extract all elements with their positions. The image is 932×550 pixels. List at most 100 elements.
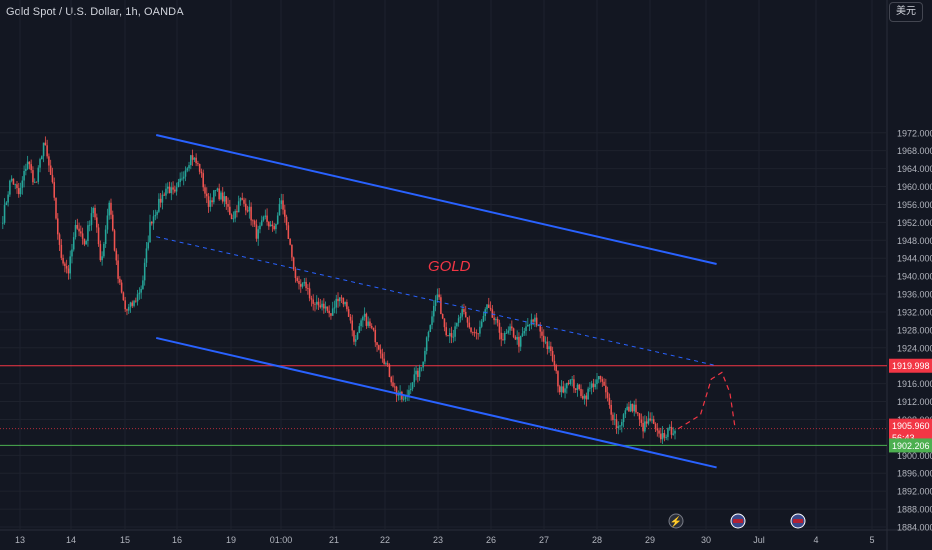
candle-body (468, 322, 471, 328)
candle-body (573, 379, 575, 389)
candle-body (622, 414, 625, 423)
x-tick-label: 01:00 (270, 535, 293, 545)
candle-body (65, 265, 68, 269)
candle-body (126, 309, 128, 311)
candle-body (135, 300, 137, 302)
candle-body (367, 321, 369, 326)
candle-body (445, 327, 447, 336)
candle-body (424, 350, 426, 362)
candle-body (111, 214, 114, 231)
candle-body (280, 200, 283, 204)
support-price-tag-bg (889, 438, 932, 453)
candle-body (143, 262, 146, 281)
candle-body (638, 413, 641, 420)
candle-body (581, 396, 584, 399)
currency-button[interactable]: 美元 (889, 2, 923, 22)
candle-body (429, 325, 432, 332)
candle-body (605, 385, 607, 393)
candle-body (60, 244, 63, 258)
candle-body (527, 324, 529, 327)
candle-body (33, 181, 36, 183)
candle-body (136, 294, 139, 302)
candle-body (608, 397, 611, 405)
candle-body (615, 419, 618, 429)
candle-body (268, 221, 270, 227)
candle-body (369, 321, 371, 327)
candle-body (159, 198, 162, 203)
candle-body (259, 225, 261, 230)
candle-body (14, 184, 16, 186)
candle-body (110, 202, 112, 215)
candle-body (516, 336, 518, 340)
candle-body (213, 190, 215, 203)
candle-body (404, 396, 407, 399)
candle-body (610, 404, 612, 415)
candle-body (560, 386, 563, 393)
candle-body (459, 316, 462, 319)
candle-body (83, 238, 86, 245)
us-flag-stripe (733, 519, 743, 523)
candle-body (145, 248, 148, 263)
candle-body (558, 386, 561, 393)
candle-body (101, 256, 103, 261)
candle-body (473, 332, 476, 334)
candle-body (119, 278, 121, 283)
current-price-tag: 1905.960 (892, 421, 930, 431)
candle-body (244, 203, 247, 211)
candle-body (456, 322, 458, 327)
candle-body (652, 419, 655, 424)
candle-body (301, 283, 304, 287)
candle-body (612, 414, 614, 421)
x-tick-label: Jul (753, 535, 765, 545)
candle-body (252, 220, 254, 222)
candle-body (30, 164, 32, 171)
drawings (155, 134, 736, 469)
candle-body (539, 325, 541, 332)
candle-body (92, 207, 95, 214)
candle-body (590, 383, 593, 388)
y-tick-label: 1916.000 (897, 379, 932, 389)
candle-body (129, 302, 132, 307)
candle-body (264, 215, 267, 217)
candle-body (564, 388, 566, 393)
candle-body (321, 303, 323, 308)
candle-body (26, 161, 29, 169)
candle-body (431, 316, 433, 326)
candle-body (177, 182, 180, 188)
candle-body (548, 346, 550, 350)
candle-body (323, 303, 325, 309)
gold-annotation: GOLD (428, 258, 471, 275)
channel-upper-line (155, 134, 717, 265)
candle-body (236, 211, 238, 213)
candle-body (393, 386, 396, 388)
y-tick-label: 1952.000 (897, 218, 932, 228)
candle-body (555, 365, 557, 372)
candle-body (390, 376, 393, 383)
candle-body (182, 176, 185, 179)
candle-body (631, 403, 634, 412)
us-flag-stripe (793, 519, 803, 523)
candle-body (672, 433, 675, 435)
candle-body (78, 228, 80, 232)
y-tick-label: 1932.000 (897, 307, 932, 317)
candle-body (335, 298, 338, 308)
candle-body (502, 339, 504, 341)
y-tick-label: 1888.000 (897, 505, 932, 515)
candle-body (503, 333, 506, 341)
candle-body (654, 423, 657, 429)
candle-body (378, 345, 380, 350)
candle-body (308, 288, 311, 299)
candle-body (339, 297, 341, 302)
candle-body (640, 419, 643, 423)
candle-body (152, 216, 155, 224)
candle-body (69, 256, 71, 274)
candle-body (214, 190, 217, 191)
candle-body (294, 269, 297, 278)
candle-body (587, 388, 589, 400)
candle-body (415, 370, 417, 375)
candle-body (486, 304, 488, 310)
candle-body (186, 168, 189, 171)
y-tick-label: 1944.000 (897, 254, 932, 264)
candle-body (553, 360, 556, 366)
